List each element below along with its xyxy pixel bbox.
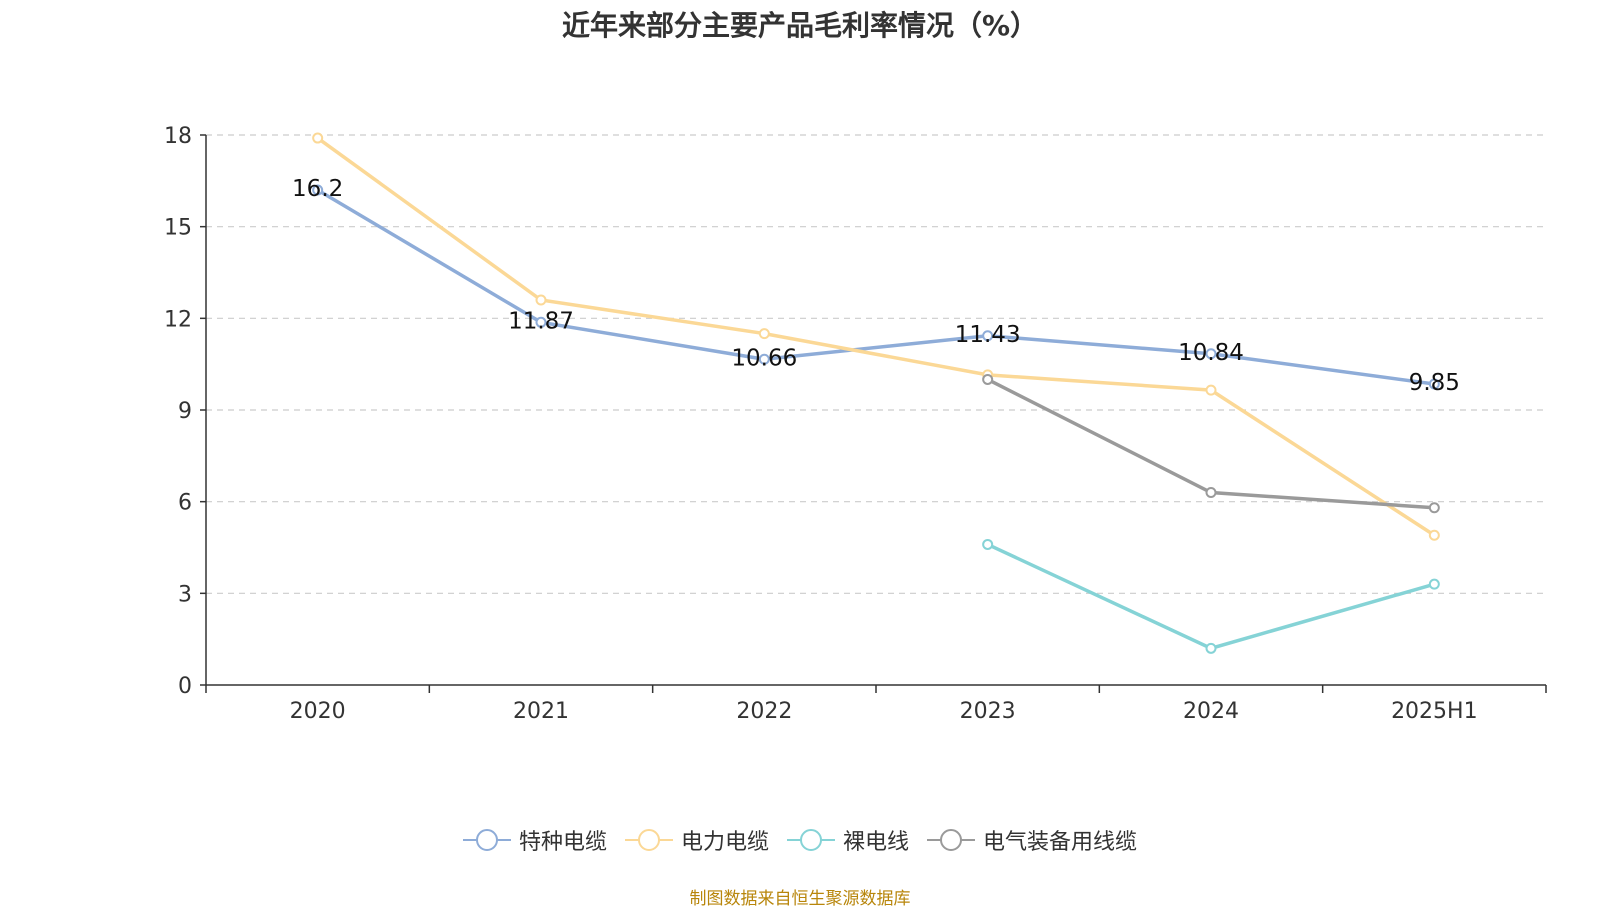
legend-marker-icon — [624, 829, 673, 851]
legend-item[interactable]: 电气装备用线缆 — [927, 824, 1137, 856]
data-point — [312, 184, 324, 196]
data-point — [982, 538, 994, 550]
data-label: 10.84 — [1178, 340, 1244, 366]
x-tick-label: 2023 — [960, 699, 1016, 724]
legend-item[interactable]: 特种电缆 — [462, 824, 607, 856]
data-source-note: 制图数据来自恒生聚源数据库 — [689, 889, 911, 909]
data-point — [758, 328, 770, 340]
data-label: 16.2 — [292, 176, 343, 202]
series-line — [316, 136, 1436, 537]
data-point — [1428, 578, 1440, 590]
legend-marker-icon — [787, 829, 835, 851]
legend-label: 电气装备用线缆 — [983, 830, 1138, 855]
data-label: 9.85 — [1409, 370, 1460, 396]
y-tick-label: 0 — [178, 674, 192, 699]
data-point — [1205, 642, 1217, 654]
data-point — [1428, 502, 1440, 514]
chart-title: 近年来部分主要产品毛利率情况（%） — [561, 9, 1039, 42]
legend-label: 裸电线 — [843, 830, 910, 855]
data-label: 11.43 — [955, 322, 1021, 348]
legend-marker-icon — [462, 829, 511, 851]
y-tick-label: 3 — [178, 582, 192, 607]
legend-item[interactable]: 裸电线 — [787, 824, 909, 856]
x-tick-label: 2025H1 — [1391, 699, 1478, 724]
data-point — [1205, 384, 1217, 396]
data-point — [1428, 529, 1440, 541]
series-line — [316, 188, 1435, 386]
x-tick-label: 2020 — [290, 699, 346, 724]
y-tick-label: 6 — [178, 491, 192, 516]
x-tick-label: 2024 — [1183, 699, 1239, 724]
data-point — [758, 353, 770, 365]
data-point — [1205, 487, 1217, 498]
data-point — [982, 373, 994, 385]
legend-label: 电力电缆 — [680, 830, 769, 855]
legend-label: 特种电缆 — [518, 830, 607, 855]
data-point — [1205, 348, 1217, 360]
data-label: 10.66 — [731, 345, 797, 371]
y-tick-label: 12 — [164, 307, 192, 332]
x-tick-label: 2021 — [513, 699, 569, 724]
y-tick-label: 18 — [164, 124, 192, 149]
data-point — [535, 294, 547, 306]
data-label: 11.87 — [508, 308, 574, 334]
x-tick-label: 2022 — [736, 699, 792, 724]
chart-legend: 特种电缆 电力电缆 裸电线 电气装备用线缆 — [0, 824, 1600, 856]
data-point — [1428, 378, 1440, 390]
y-tick-label: 15 — [164, 216, 192, 241]
y-tick-label: 9 — [178, 399, 192, 424]
legend-marker-icon — [927, 829, 976, 851]
data-point — [982, 330, 994, 342]
series-line — [986, 542, 1435, 651]
data-point — [312, 132, 324, 144]
legend-item[interactable]: 电力电缆 — [624, 824, 769, 856]
data-point — [535, 316, 547, 328]
